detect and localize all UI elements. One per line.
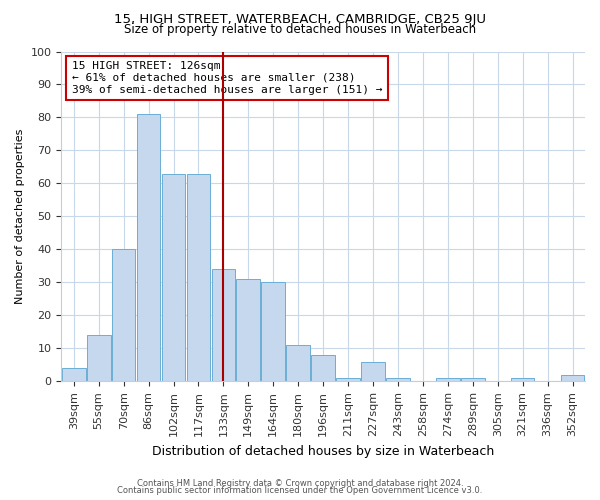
Bar (112, 250, 136, 382)
Bar (311, 355, 335, 382)
Bar (137, 114, 160, 382)
Bar (87, 335, 110, 382)
Text: 15 HIGH STREET: 126sqm
← 61% of detached houses are smaller (238)
39% of semi-de: 15 HIGH STREET: 126sqm ← 61% of detached… (72, 62, 382, 94)
Y-axis label: Number of detached properties: Number of detached properties (15, 128, 25, 304)
Text: Contains HM Land Registry data © Crown copyright and database right 2024.: Contains HM Land Registry data © Crown c… (137, 478, 463, 488)
Text: 15, HIGH STREET, WATERBEACH, CAMBRIDGE, CB25 9JU: 15, HIGH STREET, WATERBEACH, CAMBRIDGE, … (114, 12, 486, 26)
Bar (236, 279, 260, 382)
Bar (560, 374, 584, 382)
Bar (436, 378, 460, 382)
X-axis label: Distribution of detached houses by size in Waterbeach: Distribution of detached houses by size … (152, 444, 494, 458)
Bar (336, 378, 360, 382)
Text: Contains public sector information licensed under the Open Government Licence v3: Contains public sector information licen… (118, 486, 482, 495)
Bar (286, 345, 310, 382)
Bar (461, 378, 485, 382)
Text: Size of property relative to detached houses in Waterbeach: Size of property relative to detached ho… (124, 22, 476, 36)
Bar (161, 174, 185, 382)
Bar (262, 282, 285, 382)
Bar (212, 269, 235, 382)
Bar (187, 174, 210, 382)
Bar (361, 362, 385, 382)
Bar (511, 378, 535, 382)
Bar (62, 368, 86, 382)
Bar (386, 378, 410, 382)
